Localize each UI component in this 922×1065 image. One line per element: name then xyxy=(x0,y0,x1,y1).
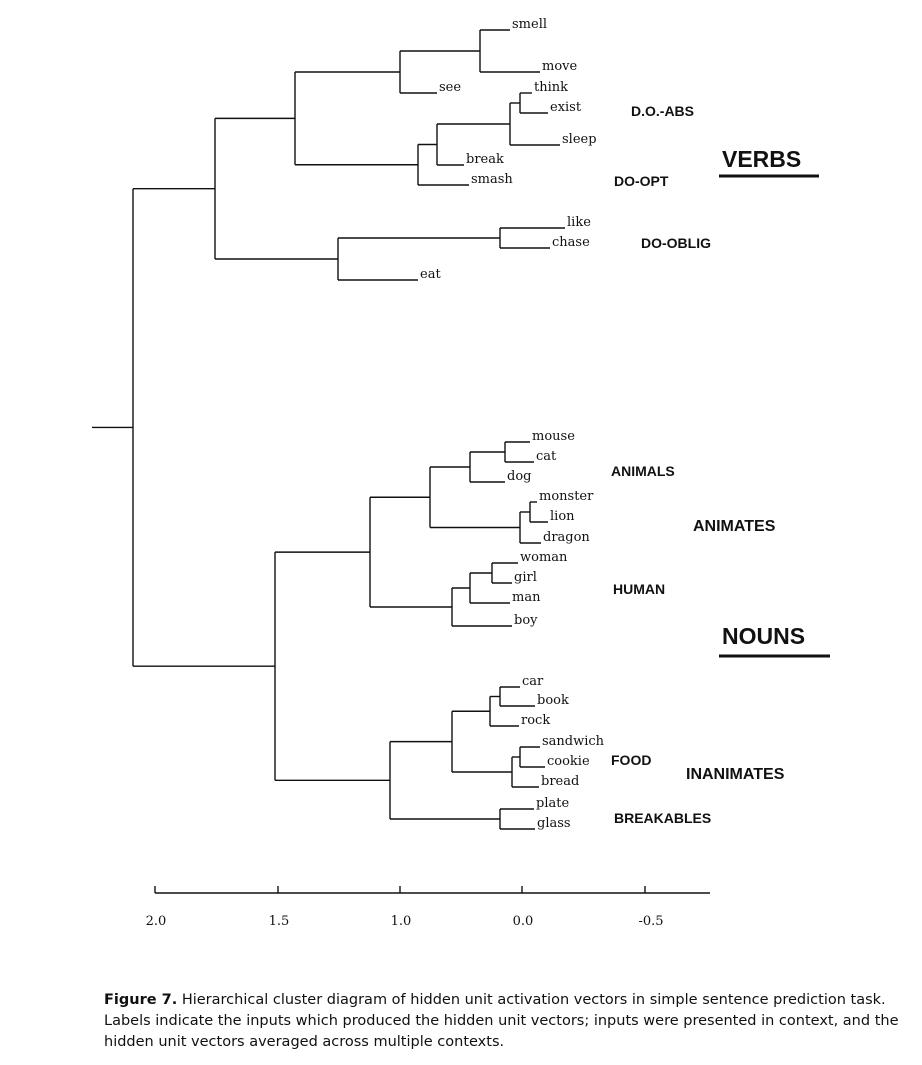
figure-caption: Figure 7. Hierarchical cluster diagram o… xyxy=(104,990,904,1053)
leaf-label: think xyxy=(534,80,568,95)
leaf-label: sandwich xyxy=(542,734,605,749)
axis-tick-label: 0.0 xyxy=(513,914,534,929)
leaf-label: book xyxy=(537,693,569,708)
group-label-breakables: BREAKABLES xyxy=(614,810,711,826)
group-label-animates: ANIMATES xyxy=(693,518,776,535)
leaf-label: break xyxy=(466,152,504,167)
caption-lead: Figure 7. xyxy=(104,992,178,1008)
section-labels: VERBS NOUNS xyxy=(719,146,830,658)
leaf-label: eat xyxy=(420,267,441,282)
group-label-animals: ANIMALS xyxy=(611,463,675,479)
leaf-label: girl xyxy=(514,570,537,585)
leaf-label: glass xyxy=(537,816,571,831)
dendrogram-branches xyxy=(92,29,565,830)
leaf-label: car xyxy=(522,674,544,689)
axis-tick-label: 2.0 xyxy=(146,914,167,929)
leaf-label: cookie xyxy=(547,754,590,769)
leaf-label: chase xyxy=(552,235,590,250)
leaf-label: boy xyxy=(514,613,538,628)
leaf-label: plate xyxy=(536,796,569,811)
section-label-verbs: VERBS xyxy=(722,146,801,172)
leaf-label: man xyxy=(512,590,541,605)
group-label-do-oblig: DO-OBLIG xyxy=(641,235,711,251)
caption-text: Hierarchical cluster diagram of hidden u… xyxy=(104,992,899,1050)
leaf-label: lion xyxy=(550,509,575,524)
leaf-label: smash xyxy=(471,172,513,187)
leaf-label: bread xyxy=(541,774,579,789)
leaf-label: sleep xyxy=(562,132,597,147)
distance-axis: 2.0 1.5 1.0 0.0 -0.5 xyxy=(146,886,710,929)
axis-tick-label: -0.5 xyxy=(638,914,663,929)
leaf-label: move xyxy=(542,59,577,74)
group-labels: D.O.-ABS DO-OPT DO-OBLIG ANIMALS ANIMATE… xyxy=(611,103,785,826)
group-label-do-opt: DO-OPT xyxy=(614,173,669,189)
leaf-labels: smell move see think exist sleep break smash lik… xyxy=(420,17,605,831)
leaf-label: see xyxy=(439,80,461,95)
leaf-label: dog xyxy=(507,469,531,484)
leaf-label: cat xyxy=(536,449,557,464)
leaf-label: smell xyxy=(512,17,547,32)
leaf-label: dragon xyxy=(543,530,590,545)
leaf-label: like xyxy=(567,215,591,230)
axis-tick-label: 1.0 xyxy=(391,914,412,929)
leaf-label: exist xyxy=(550,100,582,115)
leaf-label: woman xyxy=(520,550,568,565)
cluster-dendrogram: smell move see think exist sleep break smash lik… xyxy=(92,17,830,929)
group-label-inanimates: INANIMATES xyxy=(686,766,785,783)
leaf-label: mouse xyxy=(532,429,575,444)
group-label-do-abs: D.O.-ABS xyxy=(631,103,694,119)
section-label-nouns: NOUNS xyxy=(722,623,805,649)
group-label-food: FOOD xyxy=(611,752,651,768)
leaf-label: rock xyxy=(521,713,550,728)
axis-tick-label: 1.5 xyxy=(269,914,290,929)
leaf-label: monster xyxy=(539,489,594,504)
group-label-human: HUMAN xyxy=(613,581,665,597)
